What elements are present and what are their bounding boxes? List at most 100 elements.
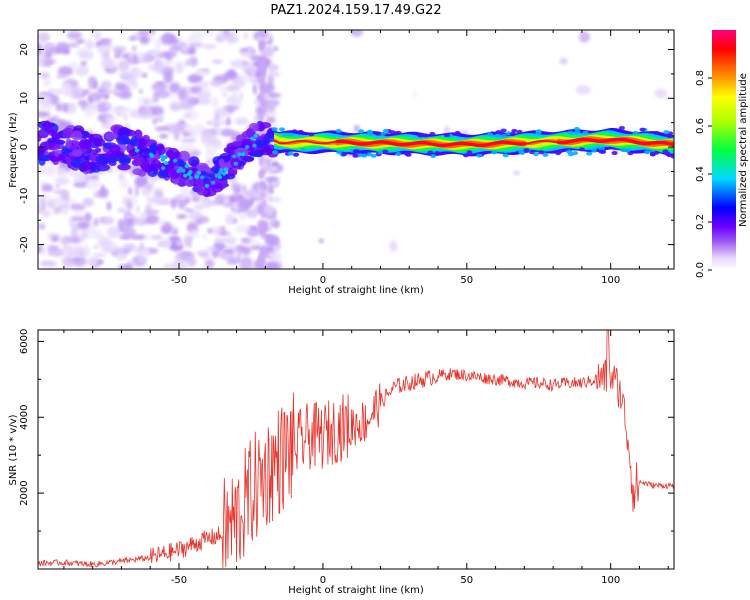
spectrogram-noise-blob <box>234 117 249 125</box>
spectrogram-noise-blob <box>267 92 282 98</box>
spectrogram-noise-blob <box>265 235 280 246</box>
spectrogram-hot-spot <box>244 144 250 149</box>
spectrogram-noise-blob <box>191 196 201 202</box>
spectrogram-noise-blob <box>48 260 58 268</box>
spectrogram-noise-blob <box>236 249 241 261</box>
spectrogram-hot-spot <box>184 164 189 169</box>
spectrogram-noise-blob <box>243 32 248 40</box>
spectrogram-ridge-blob <box>188 156 200 167</box>
spectrogram-ridge-blob <box>55 139 66 145</box>
spectrogram-noise-blob <box>56 167 67 179</box>
spectrogram-hot-spot <box>222 171 227 176</box>
spectrogram-band-edge <box>611 151 618 156</box>
spectrogram-ridge-blob <box>137 147 144 155</box>
spectrogram-ridge-blob <box>96 163 110 172</box>
spectrogram-noise-blob <box>45 50 51 59</box>
spectrogram-ridge-blob <box>256 141 265 149</box>
colorbar-gradient <box>712 30 736 270</box>
spectrogram-noise-blob <box>221 252 235 260</box>
spectrogram-ridge-blob <box>141 161 151 172</box>
spectrogram-noise-blob <box>82 197 94 207</box>
spectrogram-band-edge <box>582 130 589 135</box>
spectrogram-band-edge <box>516 129 523 134</box>
spectrogram-noise-blob <box>84 212 92 223</box>
spectrogram-noise-blob <box>68 61 79 69</box>
spectrogram-streak-blob <box>261 166 267 175</box>
spectrogram-noise-blob <box>237 199 252 210</box>
spectrogram-x-tick-label: 0 <box>320 275 326 286</box>
spectrogram-noise-blob <box>57 66 74 77</box>
spectrogram-band-edge <box>487 132 494 137</box>
spectrogram-band-edge <box>291 129 298 134</box>
spectrogram-x-tick-label: 50 <box>460 275 473 286</box>
spectrogram-noise-blob <box>268 72 281 77</box>
spectrogram-band-edge <box>663 130 670 135</box>
spectrogram-noise-blob <box>38 32 51 43</box>
spectrogram-noise-blob <box>210 117 227 127</box>
spectrogram-noise-blob <box>93 31 102 41</box>
spectrogram-noise-blob <box>559 57 568 65</box>
spectrogram-noise-blob <box>245 208 259 219</box>
spectrogram-noise-blob <box>114 82 126 91</box>
spectrogram-band-edge <box>523 148 530 153</box>
spectrogram-band-edge <box>566 149 573 154</box>
spectrogram-ticks: -50 0 50 100 -20 -10 0 10 20 <box>19 30 674 286</box>
spectrogram-noise-blob <box>180 137 197 144</box>
colorbar-label: Normalized spectral amplitude <box>738 73 749 227</box>
spectrogram-noise-blob <box>186 239 193 248</box>
spectrogram-ridge-blob <box>108 160 117 167</box>
spectrogram-noise-blob <box>145 182 154 191</box>
spectrogram-noise-blob <box>193 203 205 211</box>
spectrogram-band-edge <box>586 151 593 156</box>
spectrogram-noise-blob <box>132 52 138 64</box>
spectrogram-noise-blob <box>92 252 107 258</box>
spectrogram-hot-spot <box>163 161 169 166</box>
spectrogram-band-edge <box>574 129 581 134</box>
spectrogram-band-edge <box>430 153 437 158</box>
spectrogram-noise-blob <box>109 109 123 115</box>
spectrogram-noise-blob <box>267 251 278 260</box>
spectrogram-band-edge <box>341 152 348 157</box>
spectrogram-band-edge <box>393 131 400 136</box>
spectrogram-band-edge <box>542 152 549 157</box>
spectrogram-noise-blob <box>273 46 279 51</box>
spectrogram-noise-blob <box>234 186 242 196</box>
spectrogram-noise-blob <box>163 263 177 269</box>
spectrogram-band-edge <box>271 127 278 132</box>
spectrogram-noise-blob <box>225 213 235 225</box>
spectrogram-noise-blob <box>130 194 138 206</box>
spectrogram-band-edge <box>422 133 429 138</box>
spectrogram-noise-blob <box>119 64 128 72</box>
spectrogram-hot-spot <box>200 175 205 180</box>
spectrogram-noise-blob <box>223 70 238 80</box>
spectrogram-noise-blob <box>139 241 145 252</box>
spectrogram-band-edge <box>405 152 412 157</box>
spectrogram-noise-blob <box>239 51 253 58</box>
spectrogram-noise-blob <box>271 216 276 221</box>
spectrogram-noise-blob <box>353 124 360 133</box>
spectrogram-band-edge <box>367 132 374 137</box>
spectrogram-noise-blob <box>185 208 194 213</box>
spectrogram-hot-spot <box>216 172 222 177</box>
spectrogram-band-edge <box>272 150 279 155</box>
spectrogram-noise-blob <box>150 105 164 117</box>
spectrogram-noise-blob <box>146 213 159 225</box>
spectrogram-y-tick-label: 10 <box>19 92 30 105</box>
spectrogram-noise-blob <box>75 65 90 76</box>
spectrogram-noise-blob <box>265 227 272 232</box>
spectrogram-panel: -50 0 50 100 -20 -10 0 10 20 Height of straight … <box>8 29 675 296</box>
spectrogram-noise-blob <box>239 211 246 222</box>
spectrogram-ridge-blob <box>65 137 72 149</box>
spectrogram-streak-blob <box>259 180 265 189</box>
spectrogram-noise-blob <box>71 255 87 267</box>
spectrogram-noise-blob <box>200 130 214 142</box>
spectrogram-ridge-blob <box>71 130 83 141</box>
spectrogram-noise-blob <box>151 81 168 92</box>
snr-y-tick-label: 2000 <box>19 480 30 505</box>
spectrogram-noise-blob <box>175 61 184 74</box>
spectrogram-ridge-blob <box>126 143 135 154</box>
spectrogram-noise-blob <box>152 117 158 125</box>
spectrogram-noise-blob <box>133 217 148 226</box>
spectrogram-noise-blob <box>264 160 272 168</box>
spectrogram-noise-blob <box>139 212 147 219</box>
